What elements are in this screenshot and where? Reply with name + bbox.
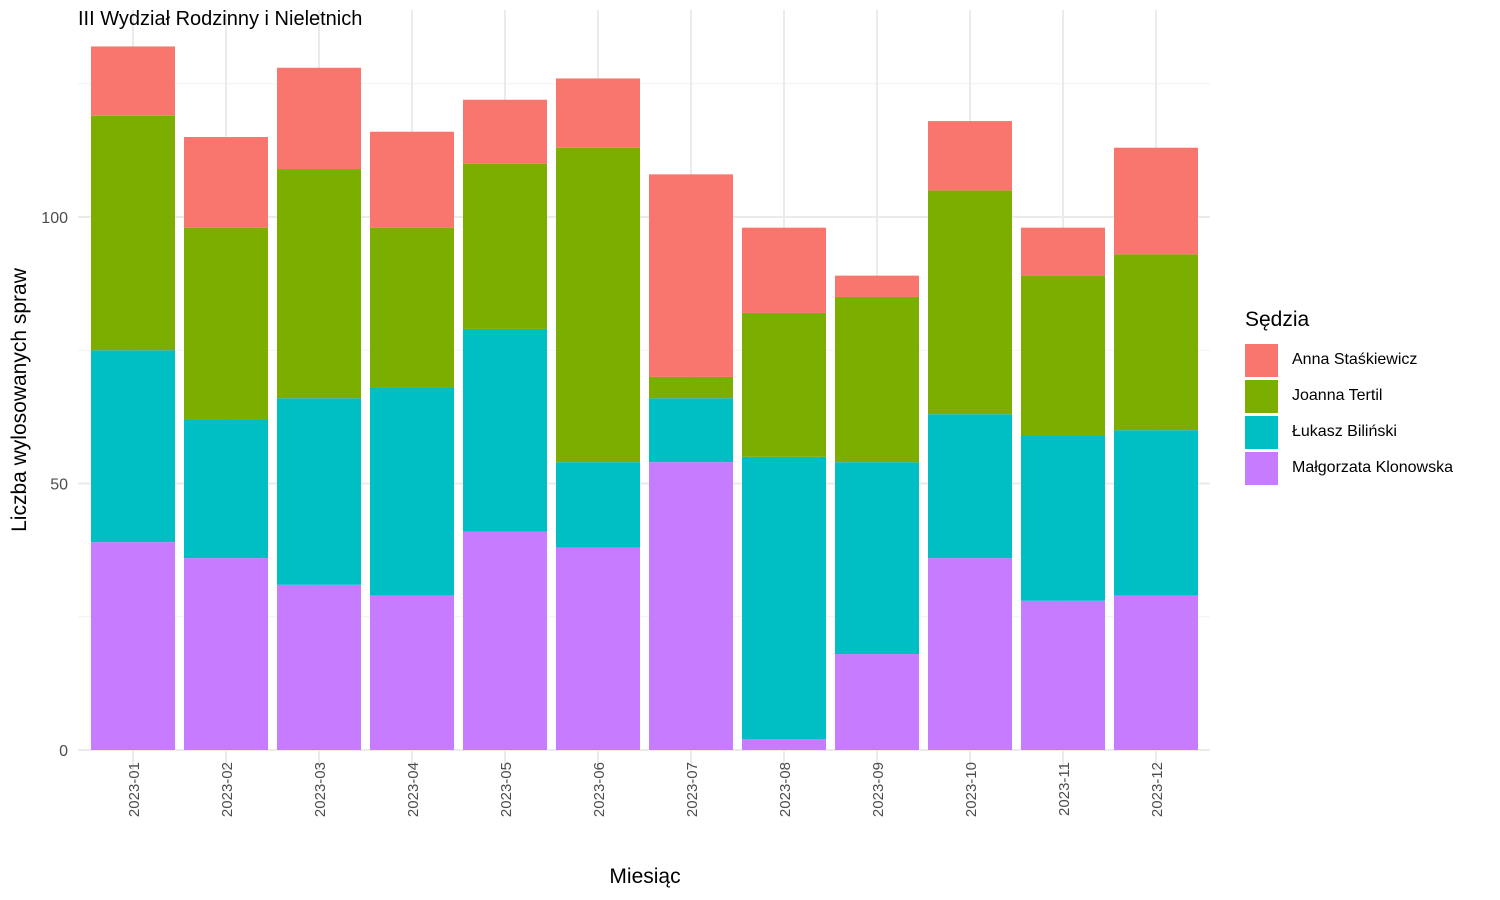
legend-items: Anna Staśkiewicz Joanna Tertil Łukasz Bili… [1245, 342, 1453, 486]
bar-segment [835, 296, 919, 463]
x-tick-label: 2023-04 [405, 762, 422, 817]
bar-segment [91, 115, 175, 351]
x-tick-label: 2023-09 [870, 762, 887, 817]
bar-segment [835, 275, 919, 297]
bar-segment [184, 558, 268, 750]
x-tick-label: 2023-03 [312, 762, 329, 817]
bar-segment [1114, 430, 1198, 596]
legend-label: Małgorzata Klonowska [1292, 459, 1453, 476]
legend-key [1245, 343, 1278, 377]
legend-label: Łukasz Biliński [1292, 423, 1397, 440]
chart-title: III Wydział Rodzinny i Nieletnich [78, 8, 363, 30]
bar-segment [1021, 275, 1105, 436]
bar-segment [928, 414, 1012, 559]
bar-segment [370, 131, 454, 228]
bar-segment [1021, 227, 1105, 276]
legend-key [1245, 379, 1278, 413]
bar-segment [742, 739, 826, 750]
legend-label: Anna Staśkiewicz [1292, 351, 1418, 368]
bar-segment [463, 531, 547, 750]
bar-segment [184, 227, 268, 420]
bar-segment [928, 190, 1012, 415]
bar-segment [1021, 600, 1105, 750]
bar-segment [835, 654, 919, 750]
y-axis-title: Liczba wylosowanych spraw [8, 268, 31, 532]
y-tick-label: 50 [50, 477, 68, 494]
bar-segment [1114, 595, 1198, 750]
legend-item: Małgorzata Klonowska [1245, 450, 1453, 486]
bar-segment [277, 584, 361, 750]
legend-label: Joanna Tertil [1292, 387, 1383, 404]
x-tick-label: 2023-11 [1056, 762, 1073, 816]
x-tick-label: 2023-02 [219, 762, 236, 817]
bar-segment [928, 558, 1012, 750]
bar-segment [463, 163, 547, 329]
y-axis-ticks: 0 50 100 [41, 210, 68, 760]
x-tick-label: 2023-10 [963, 762, 980, 817]
bar-segment [91, 350, 175, 543]
bar-segment [1021, 435, 1105, 601]
bar-segment [463, 328, 547, 532]
legend-key [1245, 415, 1278, 449]
bar-segment [556, 547, 640, 750]
legend-item: Łukasz Biliński [1245, 414, 1453, 450]
bar-segment [370, 595, 454, 750]
bar-segment [1114, 147, 1198, 255]
bar-segment [91, 542, 175, 750]
legend-title: Sędzia [1245, 308, 1310, 331]
legend: Sędzia Anna Staśkiewicz Joanna Tertil Łuka… [1245, 308, 1453, 486]
bar-segment [556, 78, 640, 148]
bar-segment [463, 99, 547, 164]
bar-segment [277, 398, 361, 585]
x-tick-label: 2023-12 [1149, 762, 1166, 817]
bar-segment [649, 376, 733, 399]
y-tick-label: 0 [59, 743, 68, 760]
x-axis-ticks: 2023-01 2023-02 2023-03 2023-04 2023-05 2023-… [126, 762, 1166, 817]
y-tick-label: 100 [41, 210, 68, 227]
legend-item: Joanna Tertil [1245, 378, 1453, 414]
bar-segment [742, 227, 826, 313]
bar-segment [556, 462, 640, 548]
x-tick-label: 2023-01 [126, 762, 143, 817]
bar-segment [184, 137, 268, 228]
bar-segment [277, 169, 361, 399]
bar-segment [370, 227, 454, 388]
x-tick-label: 2023-05 [498, 762, 515, 817]
legend-key [1245, 451, 1278, 485]
bar-segment [649, 398, 733, 463]
bar-segment [742, 456, 826, 740]
bar-segment [649, 462, 733, 750]
legend-item: Anna Staśkiewicz [1245, 342, 1453, 378]
bar-segment [277, 67, 361, 170]
x-tick-label: 2023-08 [777, 762, 794, 817]
bar-segment [556, 147, 640, 463]
bar-segment [91, 46, 175, 116]
x-tick-label: 2023-07 [684, 762, 701, 817]
bar-segment [649, 174, 733, 377]
bar-segment [184, 419, 268, 559]
x-tick-label: 2023-06 [591, 762, 608, 817]
bar-segment [928, 121, 1012, 191]
bar-segment [1114, 254, 1198, 431]
bars [91, 46, 1198, 750]
bar-segment [742, 312, 826, 457]
bar-segment [835, 462, 919, 655]
bar-segment [370, 387, 454, 596]
